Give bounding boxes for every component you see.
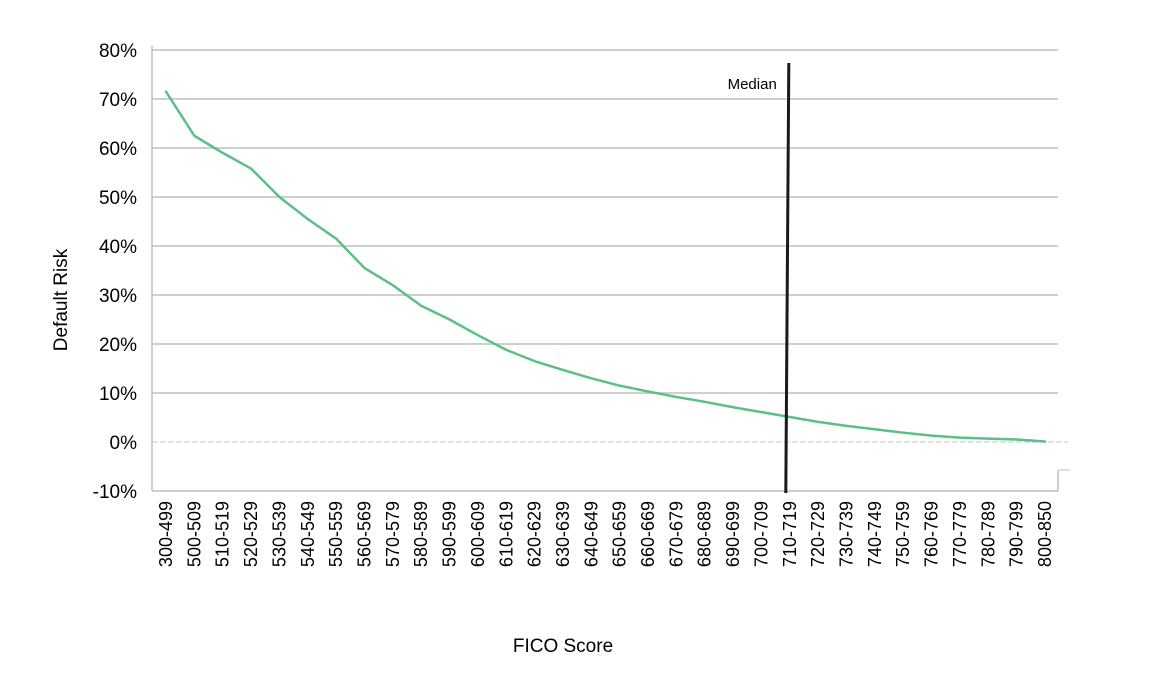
x-tick-label: 740-749 xyxy=(865,501,885,567)
x-tick-label: 660-669 xyxy=(638,501,658,567)
x-tick-labels: 300-499 500-509 510-519 520-529 530-539 540-5… xyxy=(156,501,1055,567)
y-tick-label: 10% xyxy=(99,384,137,405)
x-tick-label: 510-519 xyxy=(213,501,233,567)
axes xyxy=(151,46,1070,492)
x-tick-label: 730-739 xyxy=(837,501,857,567)
y-tick-label: 30% xyxy=(99,286,137,307)
y-tick-label: 40% xyxy=(99,237,137,258)
y-axis-title: Default Risk xyxy=(51,248,72,351)
x-tick-label: 650-659 xyxy=(610,501,630,567)
x-tick-label: 590-599 xyxy=(440,501,460,567)
x-tick-label: 690-699 xyxy=(723,501,743,567)
y-tick-label: 20% xyxy=(99,335,137,356)
x-tick-label: 300-499 xyxy=(156,501,176,567)
gridlines xyxy=(152,49,1068,443)
x-tick-label: 610-619 xyxy=(496,501,516,567)
y-tick-label: 50% xyxy=(99,188,137,209)
y-tick-label: 0% xyxy=(110,433,138,454)
median-label: Median xyxy=(728,76,777,93)
x-tick-label: 680-689 xyxy=(695,501,715,567)
x-tick-label: 700-709 xyxy=(751,501,771,567)
x-tick-label: 580-589 xyxy=(411,501,431,567)
x-tick-label: 530-539 xyxy=(269,501,289,567)
x-tick-label: 620-629 xyxy=(525,501,545,567)
median-line xyxy=(784,62,791,494)
series xyxy=(164,90,1047,443)
annotations: Median xyxy=(728,62,791,494)
x-tick-label: 570-579 xyxy=(383,501,403,567)
x-tick-label: 750-759 xyxy=(893,501,913,567)
x-tick-label: 790-799 xyxy=(1007,501,1027,567)
y-tick-label: 60% xyxy=(99,139,137,160)
x-tick-label: 670-679 xyxy=(666,501,686,567)
y-tick-label: 80% xyxy=(99,41,137,62)
series-line-default-risk xyxy=(164,90,1047,443)
x-tick-label: 520-529 xyxy=(241,501,261,567)
y-tick-labels: 80% 70% 60% 50% 40% 30% 20% 10% 0% -10% xyxy=(93,41,137,503)
x-axis-title: FICO Score xyxy=(513,636,613,657)
x-tick-label: 710-719 xyxy=(780,501,800,567)
y-tick-label: 70% xyxy=(99,90,137,111)
x-tick-label: 500-509 xyxy=(184,501,204,567)
y-tick-label: -10% xyxy=(93,482,137,503)
x-tick-label: 600-609 xyxy=(468,501,488,567)
x-tick-label: 550-559 xyxy=(326,501,346,567)
x-tick-label: 540-549 xyxy=(298,501,318,567)
x-tick-label: 780-789 xyxy=(978,501,998,567)
x-tick-label: 640-649 xyxy=(581,501,601,567)
x-tick-label: 800-850 xyxy=(1035,501,1055,567)
x-tick-label: 560-569 xyxy=(354,501,374,567)
x-tick-label: 630-639 xyxy=(553,501,573,567)
x-tick-label: 720-729 xyxy=(808,501,828,567)
x-tick-label: 760-769 xyxy=(922,501,942,567)
x-tick-label: 770-779 xyxy=(950,501,970,567)
